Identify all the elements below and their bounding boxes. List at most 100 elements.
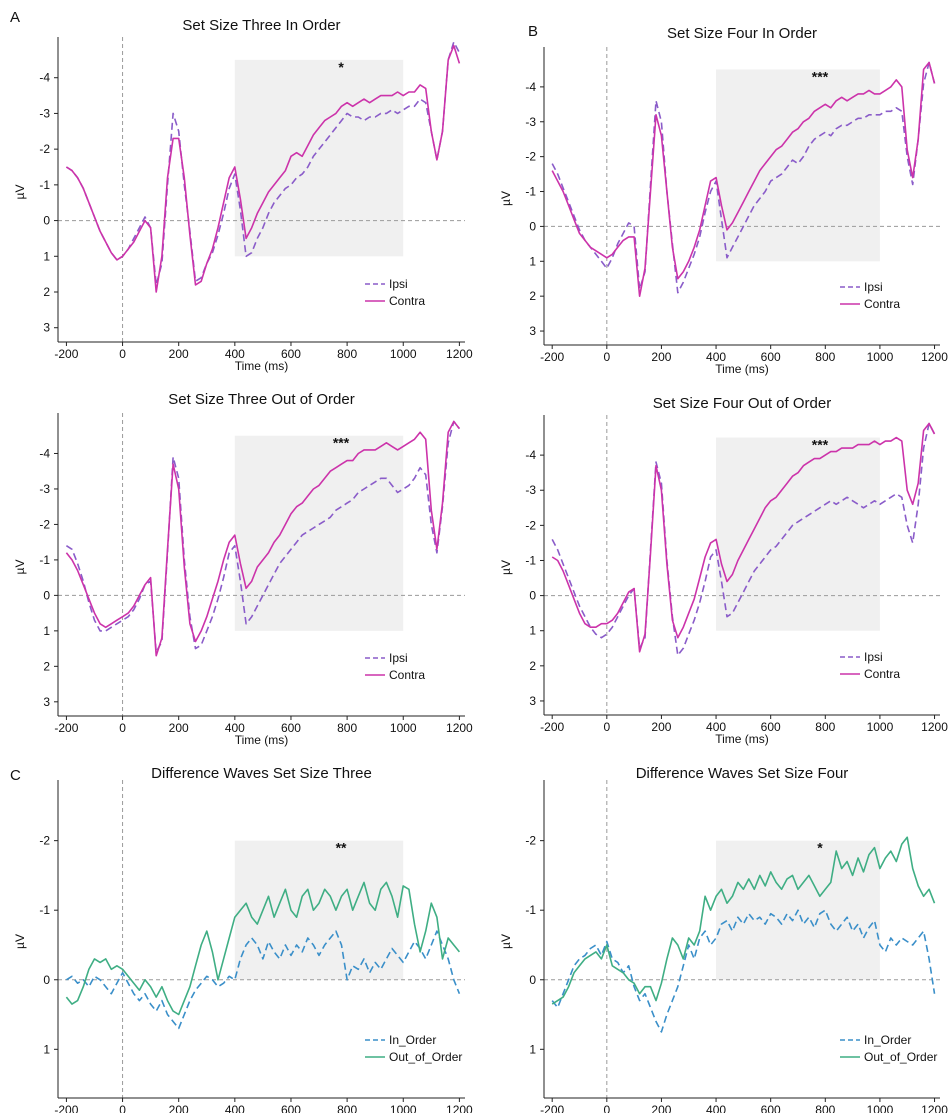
y-axis-label: µV [499,191,513,206]
x-tick-label: 200 [169,721,189,735]
x-tick-label: 0 [119,721,126,735]
y-tick-label: -4 [525,80,536,94]
x-axis-label: Time (ms) [715,362,769,376]
x-tick-label: 0 [603,350,610,364]
series-line-ipsi [551,61,936,294]
x-tick-label: 600 [281,721,301,735]
analysis-window [716,437,880,631]
x-tick-label: -200 [54,347,78,361]
x-tick-label: 400 [706,1103,726,1113]
series-line-contra [65,44,461,293]
x-tick-label: 600 [281,347,301,361]
significance-marker: * [338,59,344,75]
y-tick-label: -3 [39,482,50,496]
x-tick-label: -200 [540,1103,564,1113]
y-tick-label: -4 [39,71,50,85]
y-axis-label: µV [13,934,27,949]
x-tick-label: 800 [337,721,357,735]
y-tick-label: 3 [529,694,536,708]
x-tick-label: 400 [225,721,245,735]
y-tick-label: -3 [525,115,536,129]
x-tick-label: 1000 [390,1103,417,1113]
y-tick-label: 3 [43,695,50,709]
y-tick-label: 0 [529,973,536,987]
chart-title: Difference Waves Set Size Four [636,765,849,782]
chart-title: Set Size Three Out of Order [168,391,354,408]
legend-entry: Ipsi [864,280,883,294]
x-tick-label: 0 [119,347,126,361]
x-tick-label: -200 [54,721,78,735]
legend-entry: In_Order [864,1033,911,1047]
legend-entry: Ipsi [389,651,408,665]
y-axis-label: µV [499,560,513,575]
x-tick-label: 1200 [921,1103,948,1113]
y-tick-label: 1 [529,254,536,268]
series-line-in-order [551,909,936,1033]
panel-label-a: A [10,9,20,26]
x-axis-label: Time (ms) [235,733,289,747]
legend-entry: Ipsi [389,277,408,291]
legend-entry: Contra [864,297,900,311]
x-axis-label: Time (ms) [235,359,289,373]
x-tick-label: 800 [815,350,835,364]
x-tick-label: -200 [540,720,564,734]
series-line-out-of-order [551,836,936,1005]
x-tick-label: 1000 [390,347,417,361]
analysis-window [234,59,404,257]
chart-title: Set Size Four In Order [667,25,817,42]
x-tick-label: 600 [761,720,781,734]
x-tick-label: 1200 [921,720,948,734]
y-tick-label: 0 [43,214,50,228]
y-tick-label: -1 [39,178,50,192]
y-tick-label: 2 [529,659,536,673]
x-tick-label: 800 [815,1103,835,1113]
series-line-contra [551,422,936,653]
y-tick-label: 3 [529,324,536,338]
x-tick-label: 0 [119,1103,126,1113]
y-tick-label: -2 [525,150,536,164]
y-tick-label: 1 [529,1042,536,1056]
y-tick-label: -1 [39,903,50,917]
chart-title: Set Size Four Out of Order [653,395,831,412]
x-tick-label: 600 [761,1103,781,1113]
x-tick-label: 400 [706,350,726,364]
x-tick-label: 400 [706,720,726,734]
x-tick-label: 400 [225,347,245,361]
chart-set-size-four-in-order: Set Size Four In Order *** -200 0 200 400 600 8… [499,25,948,376]
y-tick-label: 1 [43,249,50,263]
chart-title: Set Size Three In Order [182,17,340,34]
series-line-ipsi [551,422,936,657]
x-tick-label: 1200 [446,347,473,361]
significance-marker: *** [812,68,829,84]
y-tick-label: -1 [525,903,536,917]
y-tick-label: -4 [525,448,536,462]
analysis-window [716,69,880,262]
x-tick-label: 400 [225,1103,245,1113]
significance-marker: * [817,840,823,856]
x-tick-label: 200 [169,1103,189,1113]
x-tick-label: 600 [281,1103,301,1113]
x-tick-label: 0 [603,720,610,734]
x-tick-label: 0 [603,1103,610,1113]
x-tick-label: 1200 [921,350,948,364]
y-tick-label: -1 [525,553,536,567]
y-tick-label: 1 [529,624,536,638]
significance-marker: ** [336,840,347,856]
y-tick-label: -3 [39,106,50,120]
chart-title: Difference Waves Set Size Three [151,765,372,782]
analysis-window [234,435,404,631]
y-axis-label: µV [13,185,27,200]
x-tick-label: 600 [761,350,781,364]
y-tick-label: -1 [525,185,536,199]
y-tick-label: 2 [43,285,50,299]
y-tick-label: 0 [529,219,536,233]
y-tick-label: -2 [39,834,50,848]
panel-label-b: B [528,23,538,40]
y-tick-label: -3 [525,483,536,497]
y-tick-label: 2 [529,289,536,303]
y-tick-label: -2 [525,834,536,848]
x-tick-label: 200 [169,347,189,361]
series-line-ipsi [65,41,461,286]
legend-entry: Ipsi [864,650,883,664]
